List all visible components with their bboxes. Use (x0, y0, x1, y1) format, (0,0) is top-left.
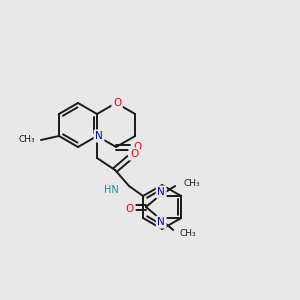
Text: HN: HN (104, 185, 119, 195)
Text: N: N (95, 131, 103, 141)
Text: CH₃: CH₃ (18, 136, 35, 145)
Text: O: O (133, 142, 141, 152)
Text: O: O (113, 98, 121, 108)
Text: O: O (130, 149, 138, 159)
Text: N: N (157, 187, 165, 197)
Text: CH₃: CH₃ (183, 179, 200, 188)
Text: CH₃: CH₃ (179, 230, 196, 238)
Text: N: N (157, 217, 165, 227)
Text: O: O (126, 203, 134, 214)
